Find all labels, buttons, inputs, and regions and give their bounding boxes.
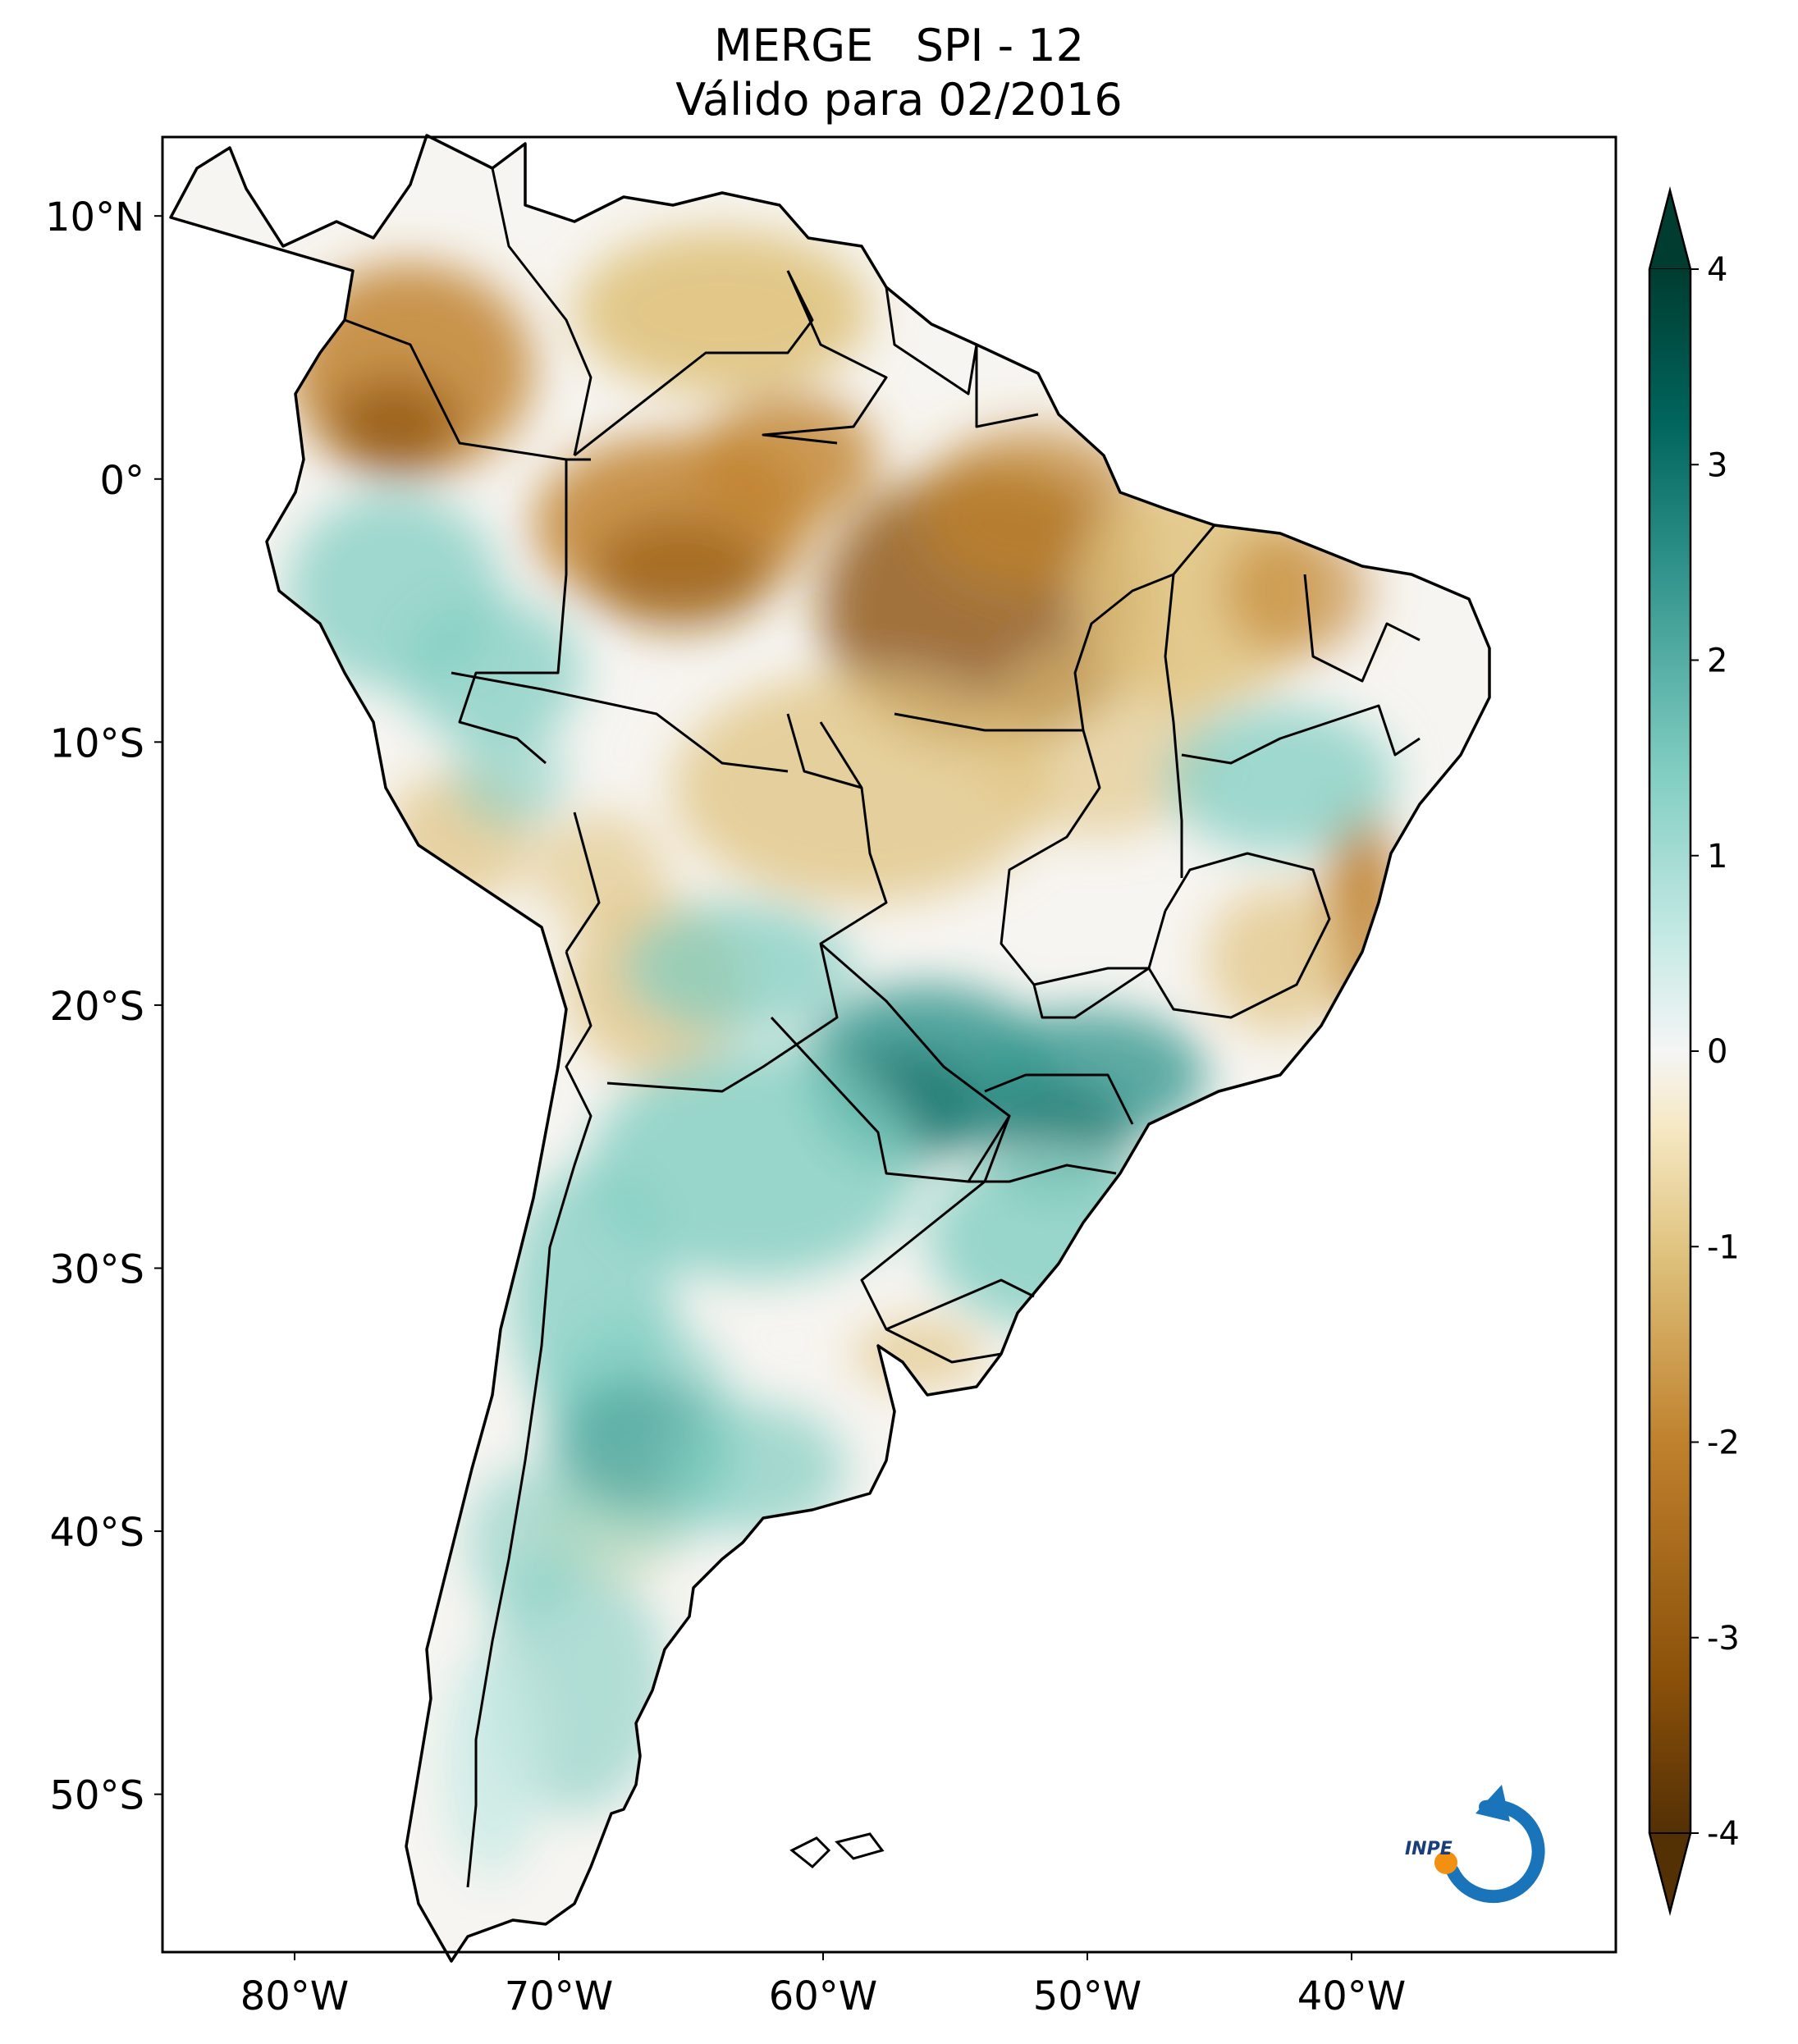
coastline <box>169 134 1491 1963</box>
colorbar-tick-label: 2 <box>1707 642 1727 680</box>
colorbar-tick-label: 0 <box>1707 1033 1727 1071</box>
colorbar-tick-label: 3 <box>1707 446 1727 484</box>
logo-text: INPE <box>1405 1839 1453 1859</box>
lat-tick-label: 20°S <box>49 984 144 1030</box>
country-borders <box>344 167 1421 1888</box>
lon-tick-label: 80°W <box>240 1973 350 2019</box>
map-subtitle: Válido para 02/2016 <box>675 74 1123 126</box>
lat-tick-label: 10°N <box>45 194 144 240</box>
inpe-logo: INPE <box>1405 1785 1545 1904</box>
colorbar-tick-label: -2 <box>1707 1424 1740 1462</box>
colorbar-tick-label: -4 <box>1707 1815 1740 1853</box>
logo-orange-dot <box>1434 1851 1457 1874</box>
plot-frame <box>161 135 1617 1954</box>
colorbar-tick-label: -3 <box>1707 1620 1740 1658</box>
latitude-axis: 10°N 0° 10°S 20°S 30°S 40°S 50°S <box>45 194 162 1819</box>
colorbar-tick-label: 1 <box>1707 838 1727 876</box>
lat-tick-label: 50°S <box>49 1773 144 1819</box>
colorbar-tick-label: 4 <box>1707 251 1727 289</box>
lat-tick-label: 0° <box>99 458 144 504</box>
logo-arrow-icon <box>1475 1785 1510 1822</box>
lat-tick-label: 40°S <box>49 1510 144 1556</box>
lon-tick-label: 60°W <box>769 1973 878 2019</box>
colorbar-ticks: 4 3 2 1 0 -1 -2 -3 -4 <box>1690 251 1740 1853</box>
colorbar-max-extend <box>1648 187 1692 270</box>
map-title: MERGE SPI - 12 <box>714 20 1084 71</box>
lat-tick-label: 30°S <box>49 1246 144 1292</box>
falkland-islands <box>789 1832 885 1869</box>
colorbar: 4 3 2 1 0 -1 -2 -3 -4 <box>1648 186 1740 1916</box>
lon-tick-label: 40°W <box>1297 1973 1407 2019</box>
logo-swoosh <box>1446 1799 1545 1904</box>
lon-tick-label: 70°W <box>505 1973 614 2019</box>
longitude-axis: 80°W 70°W 60°W 50°W 40°W <box>240 1952 1407 2019</box>
colorbar-tick-label: -1 <box>1707 1228 1740 1266</box>
colorbar-gradient <box>1649 269 1690 1833</box>
lon-tick-label: 50°W <box>1033 1973 1142 2019</box>
lat-tick-label: 10°S <box>49 720 144 766</box>
colorbar-min-extend <box>1648 1832 1692 1915</box>
